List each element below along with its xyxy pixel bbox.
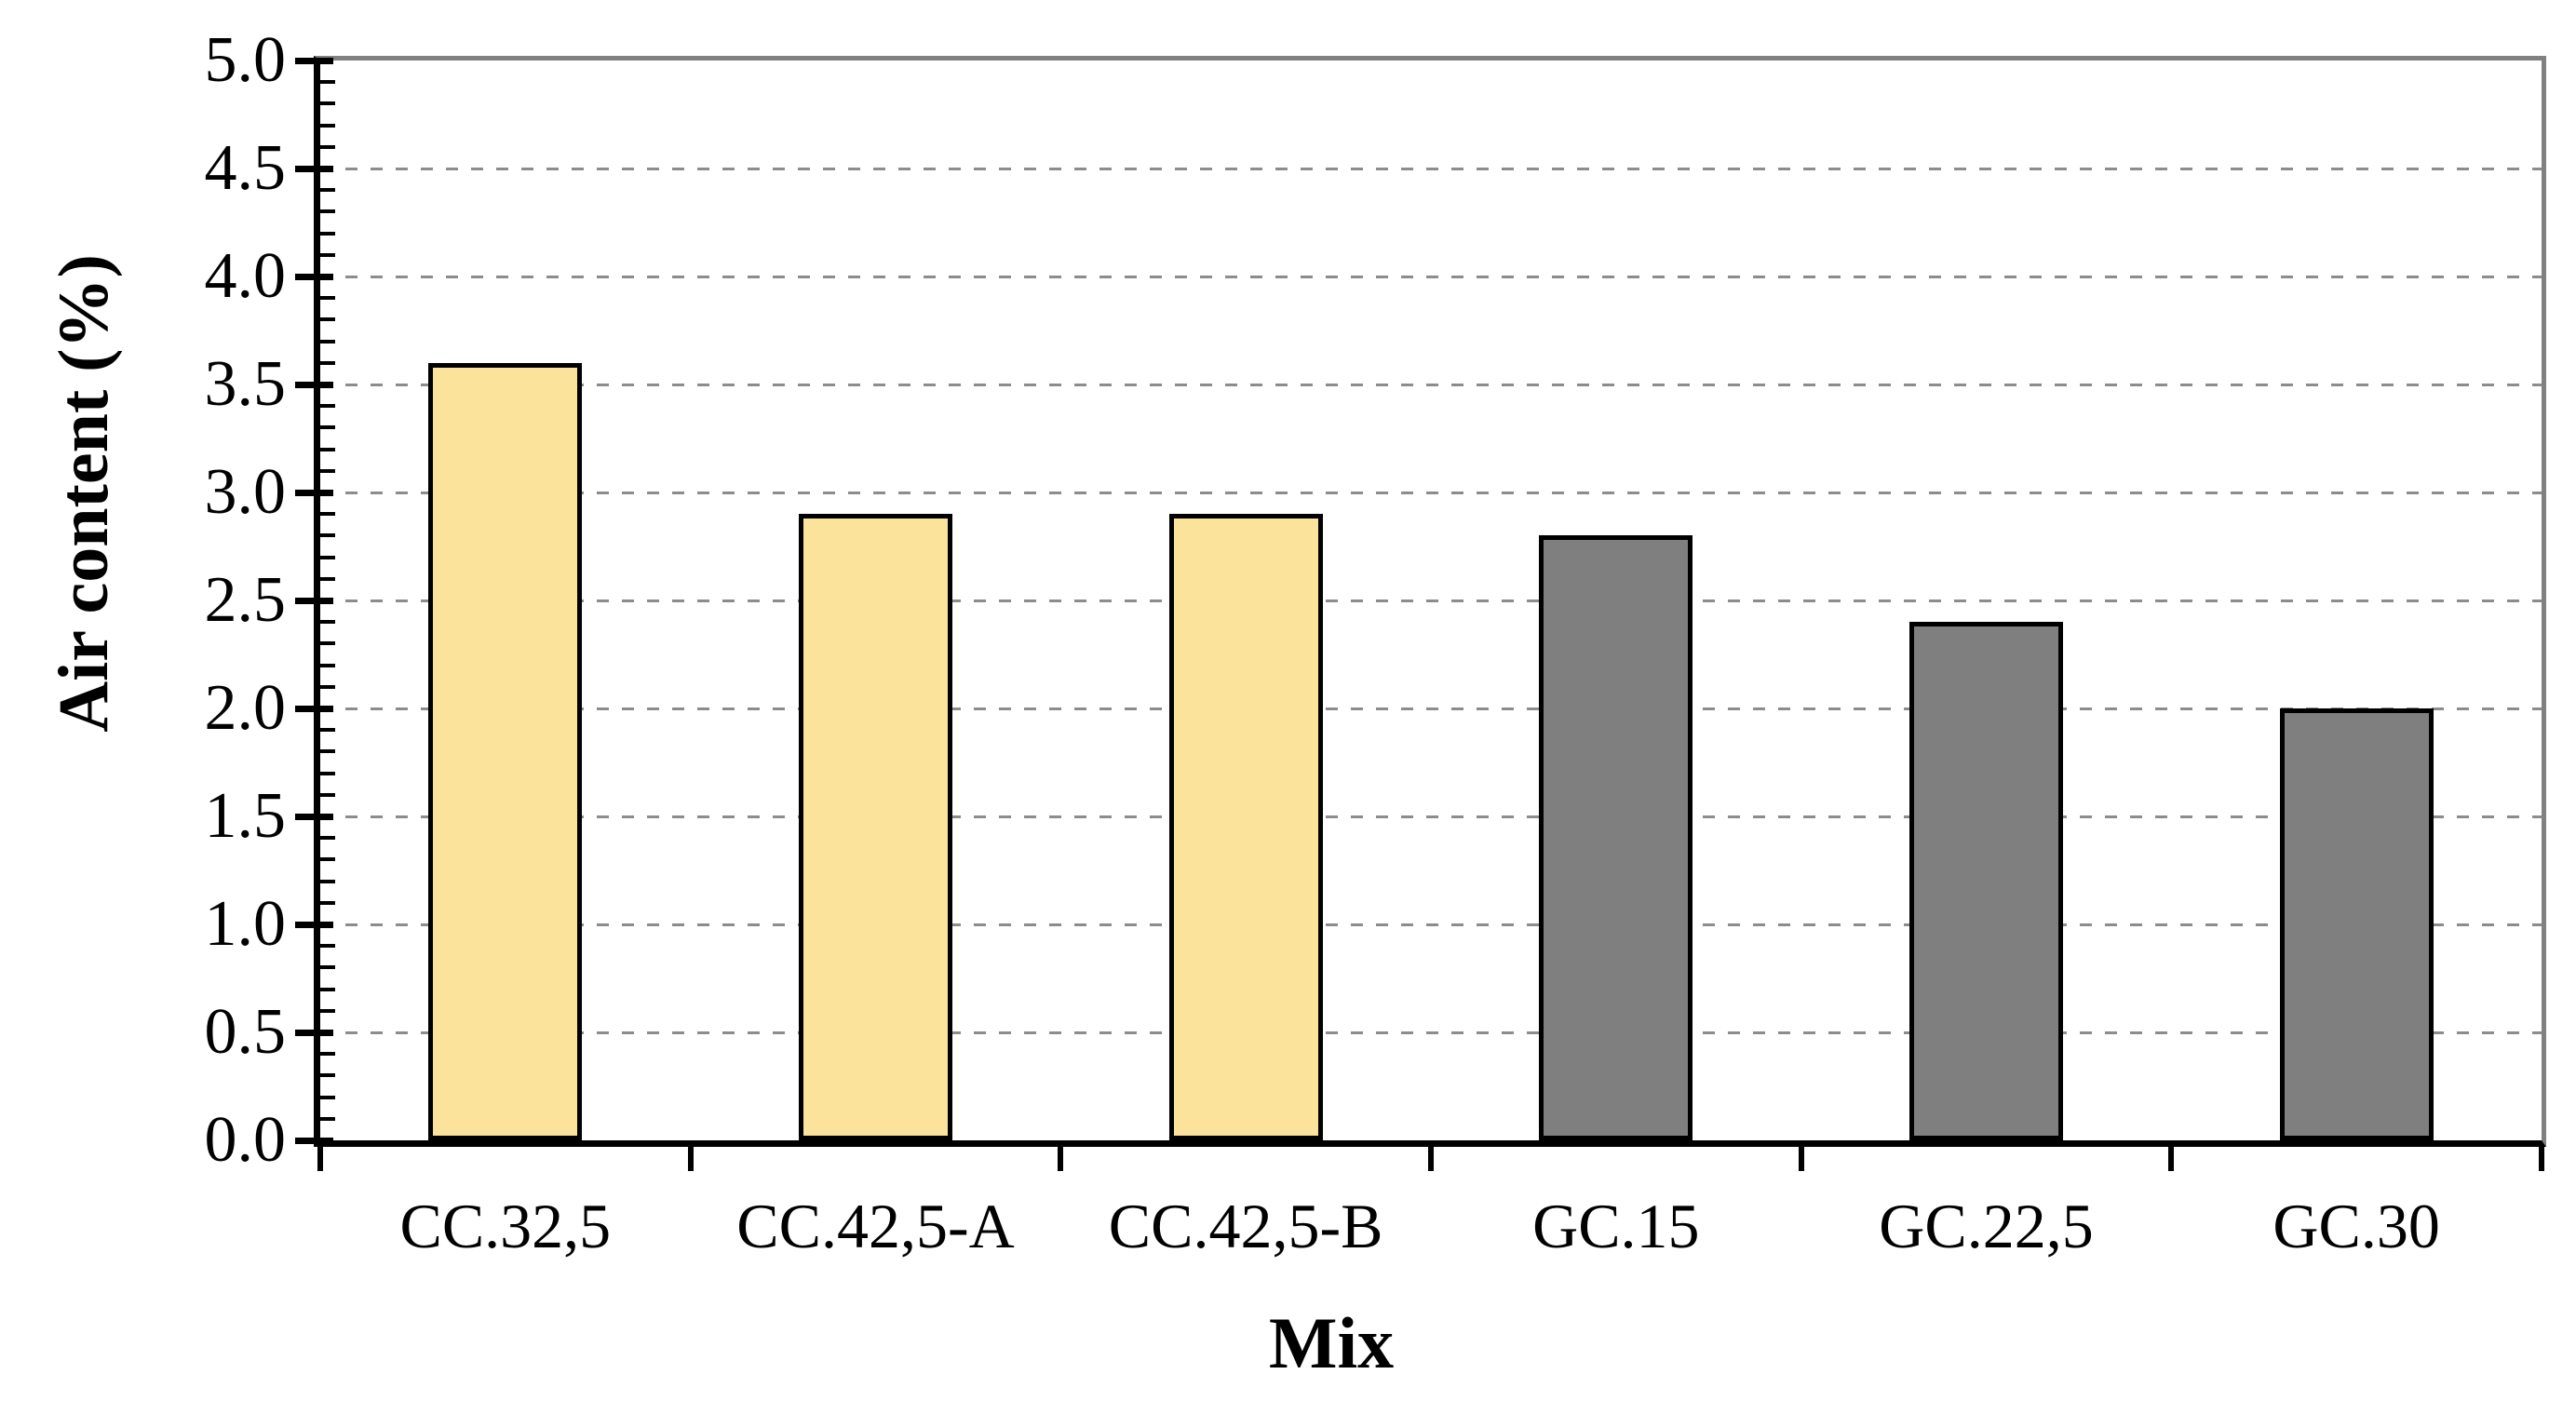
y-minor-tick <box>320 468 335 473</box>
y-minor-tick <box>320 80 335 85</box>
gridline-3.5 <box>320 383 2542 386</box>
y-minor-tick <box>320 836 335 841</box>
y-minor-tick <box>320 404 335 409</box>
y-minor-tick <box>320 965 335 970</box>
x-category-label-GC.15: GC.15 <box>1532 1191 1700 1261</box>
x-category-label-CC.32,5: CC.32,5 <box>399 1191 612 1261</box>
y-major-tick-5.0 <box>295 57 333 64</box>
y-minor-tick <box>320 1116 335 1121</box>
x-tick-5 <box>2168 1147 2175 1171</box>
x-tick-4 <box>1798 1147 1804 1171</box>
y-minor-tick <box>320 620 335 625</box>
y-major-tick-0.0 <box>295 1137 333 1144</box>
bar-GC.22,5 <box>1909 622 2063 1140</box>
y-minor-tick <box>320 1073 335 1078</box>
y-minor-tick <box>320 771 335 775</box>
y-minor-tick <box>320 144 335 149</box>
y-minor-tick <box>320 231 335 236</box>
y-minor-tick <box>320 447 335 451</box>
y-tick-label-4.5: 4.5 <box>204 132 287 204</box>
x-axis-title: Mix <box>1268 1302 1395 1383</box>
y-tick-label-0.0: 0.0 <box>204 1104 287 1176</box>
y-minor-tick <box>320 879 335 883</box>
gridline-2.5 <box>320 599 2542 602</box>
x-category-label-GC.22,5: GC.22,5 <box>1879 1191 2094 1261</box>
y-major-tick-4.5 <box>295 165 333 172</box>
y-major-tick-4.0 <box>295 273 333 280</box>
y-minor-tick <box>320 209 335 214</box>
y-minor-tick <box>320 1008 335 1013</box>
y-tick-label-1.5: 1.5 <box>204 780 287 852</box>
y-tick-label-1.0: 1.0 <box>204 888 287 960</box>
y-minor-tick <box>320 987 335 991</box>
gridline-1.5 <box>320 815 2542 818</box>
y-minor-tick <box>320 684 335 689</box>
y-minor-tick <box>320 641 335 646</box>
gridline-2.0 <box>320 707 2542 710</box>
y-minor-tick <box>320 425 335 430</box>
y-major-tick-1.5 <box>295 813 333 820</box>
x-category-label-CC.42,5-A: CC.42,5-A <box>736 1191 1015 1261</box>
y-minor-tick <box>320 900 335 905</box>
y-minor-tick <box>320 663 335 667</box>
y-tick-label-5.0: 5.0 <box>204 24 287 96</box>
bar-CC.42,5-B <box>1168 514 1323 1140</box>
y-minor-tick <box>320 728 335 733</box>
y-tick-label-0.5: 0.5 <box>204 996 287 1068</box>
x-category-label-GC.30: GC.30 <box>2273 1191 2440 1261</box>
x-tick-0 <box>317 1147 323 1171</box>
y-tick-label-2.0: 2.0 <box>204 672 287 744</box>
y-minor-tick <box>320 1095 335 1099</box>
y-minor-tick <box>320 944 335 949</box>
y-major-tick-3.5 <box>295 381 333 388</box>
x-category-label-CC.42,5-B: CC.42,5-B <box>1108 1191 1383 1261</box>
y-tick-label-3.5: 3.5 <box>204 348 287 420</box>
plot-area: 0.0 0.5 1.0 1.5 2.0 2.5 3.0 3.5 4.0 4.5 5.0 CC.32,5… <box>205 28 2546 1258</box>
x-tick-2 <box>1058 1147 1064 1171</box>
y-minor-tick <box>320 252 335 257</box>
gridline-4.5 <box>320 167 2542 170</box>
bar-CC.42,5-A <box>799 514 952 1140</box>
y-minor-tick <box>320 576 335 581</box>
y-tick-label-2.5: 2.5 <box>204 564 287 636</box>
y-tick-label-3.0: 3.0 <box>204 456 287 528</box>
gridline-4.0 <box>320 275 2542 278</box>
y-minor-tick <box>320 296 335 301</box>
bar-GC.30 <box>2279 708 2434 1140</box>
y-minor-tick <box>320 360 335 365</box>
y-minor-tick <box>320 317 335 322</box>
gridline-1.0 <box>320 923 2542 926</box>
bar-GC.15 <box>1539 535 1693 1140</box>
y-minor-tick <box>320 188 335 193</box>
y-minor-tick <box>320 533 335 538</box>
y-minor-tick <box>320 512 335 517</box>
y-minor-tick <box>320 101 335 106</box>
y-major-tick-1.0 <box>295 921 333 928</box>
bar-CC.32,5 <box>428 362 583 1140</box>
x-tick-6 <box>2539 1147 2544 1171</box>
y-major-tick-2.5 <box>295 597 333 604</box>
y-major-tick-2.0 <box>295 705 333 712</box>
x-tick-3 <box>1428 1147 1434 1171</box>
y-minor-tick <box>320 792 335 797</box>
gridline-0.5 <box>320 1031 2542 1034</box>
x-tick-1 <box>687 1147 694 1171</box>
y-minor-tick <box>320 555 335 559</box>
y-minor-tick <box>320 749 335 754</box>
y-major-tick-0.5 <box>295 1029 333 1036</box>
y-minor-tick <box>320 339 335 344</box>
y-minor-tick <box>320 1052 335 1057</box>
y-tick-label-4.0: 4.0 <box>204 240 287 312</box>
y-minor-tick <box>320 123 335 128</box>
y-minor-tick <box>320 857 335 862</box>
y-major-tick-3.0 <box>295 489 333 496</box>
gridline-3.0 <box>320 491 2542 494</box>
